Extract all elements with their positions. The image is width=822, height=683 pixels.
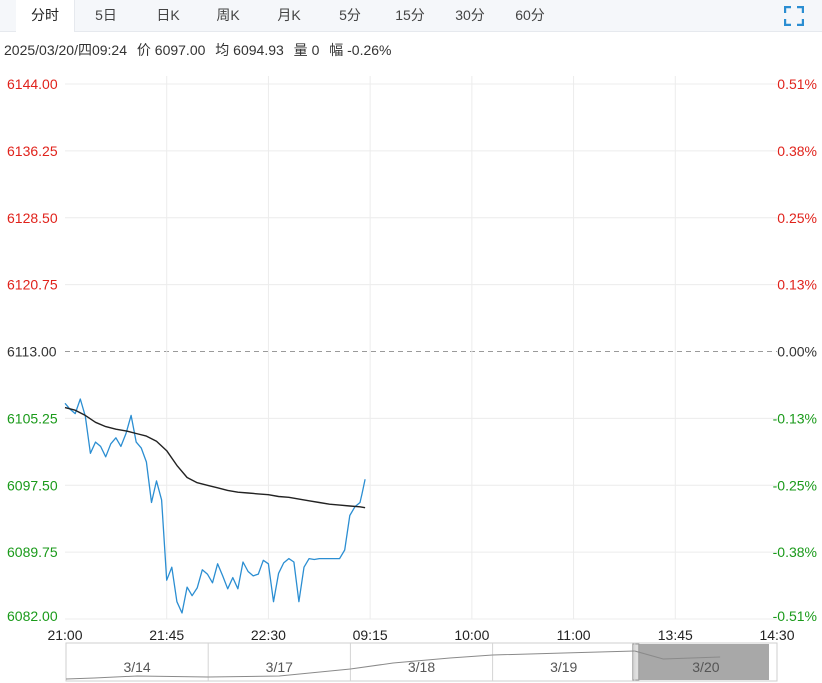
x-tick-label: 21:45 — [149, 627, 184, 642]
y-tick-label: 6128.50 — [7, 210, 58, 226]
y-tick-label: 6105.25 — [7, 410, 58, 426]
pct-tick-label: -0.51% — [773, 608, 817, 624]
tab-weekly-k[interactable]: 周K — [216, 7, 240, 23]
y-tick-label: 6082.00 — [7, 608, 58, 624]
intraday-chart[interactable]: 6144.00 0.51% 6136.25 0.38% 6128.50 0.25% 6120… — [0, 62, 822, 642]
navigator-date-label[interactable]: 3/18 — [408, 659, 435, 675]
date-navigator[interactable]: 3/14 3/17 3/18 3/19 3/20 — [0, 641, 822, 683]
navigator-date-label[interactable]: 3/19 — [550, 659, 577, 675]
fullscreen-icon[interactable] — [784, 6, 804, 26]
tab-5day[interactable]: 5日 — [95, 7, 117, 23]
navigator-trace — [65, 675, 209, 680]
tab-intraday[interactable]: 分时 — [16, 0, 75, 32]
volume-label: 量 — [293, 42, 308, 58]
x-tick-label: 10:00 — [454, 627, 489, 642]
quote-datetime: 2025/03/20/四09:24 — [4, 42, 127, 58]
pct-tick-label: -0.25% — [773, 477, 817, 493]
x-tick-label: 21:00 — [47, 627, 82, 642]
y-tick-label: 6089.75 — [7, 544, 58, 560]
tab-5min[interactable]: 5分 — [339, 7, 361, 23]
navigator-left-handle[interactable] — [632, 643, 640, 681]
pct-tick-label: 0.38% — [777, 143, 817, 159]
pct-tick-label: 0.51% — [777, 76, 817, 92]
x-tick-label: 14:30 — [759, 627, 794, 642]
navigator-date-label[interactable]: 3/17 — [266, 659, 293, 675]
period-tab-bar: 分时 5日 日K 周K 月K 5分 15分 30分 60分 — [0, 0, 822, 32]
pct-tick-label: -0.13% — [773, 410, 817, 426]
y-tick-label: 6144.00 — [7, 76, 58, 92]
navigator-trace — [634, 650, 721, 660]
price-value: 6097.00 — [154, 42, 206, 58]
tab-daily-k[interactable]: 日K — [156, 7, 180, 23]
average-line — [64, 406, 366, 509]
quote-info-bar: 2025/03/20/四09:24 价 6097.00 均 6094.93 量 … — [4, 40, 392, 60]
pct-tick-label: 0.13% — [777, 277, 817, 293]
navigator-date-label[interactable]: 3/14 — [123, 659, 150, 675]
average-value: 6094.93 — [233, 42, 284, 58]
navigator-selection[interactable] — [636, 644, 769, 680]
y-tick-label: 6097.50 — [7, 477, 58, 493]
price-line — [64, 398, 366, 614]
navigator-trace — [208, 668, 351, 678]
change-label: 幅 — [329, 42, 344, 58]
pct-tick-label: -0.38% — [773, 544, 817, 560]
y-tick-label: 6136.25 — [7, 143, 58, 159]
navigator-trace — [350, 654, 493, 670]
pct-tick-label: 0.25% — [777, 210, 817, 226]
navigator-trace — [492, 650, 635, 656]
x-tick-label: 22:30 — [251, 627, 286, 642]
navigator-date-label[interactable]: 3/20 — [692, 659, 719, 675]
pct-tick-label: 0.00% — [777, 344, 817, 360]
x-tick-label: 11:00 — [557, 627, 591, 642]
x-tick-label: 09:15 — [353, 627, 388, 642]
tab-monthly-k[interactable]: 月K — [277, 7, 301, 23]
tab-60min[interactable]: 60分 — [515, 7, 545, 23]
volume-value: 0 — [311, 42, 320, 58]
change-value: -0.26% — [347, 42, 392, 58]
price-label: 价 — [136, 42, 151, 58]
y-tick-label: 6120.75 — [7, 277, 58, 293]
tab-30min[interactable]: 30分 — [455, 7, 485, 23]
y-tick-label: 6113.00 — [7, 344, 57, 360]
average-label: 均 — [215, 42, 230, 58]
x-tick-label: 13:45 — [658, 627, 693, 642]
tab-15min[interactable]: 15分 — [395, 7, 425, 23]
